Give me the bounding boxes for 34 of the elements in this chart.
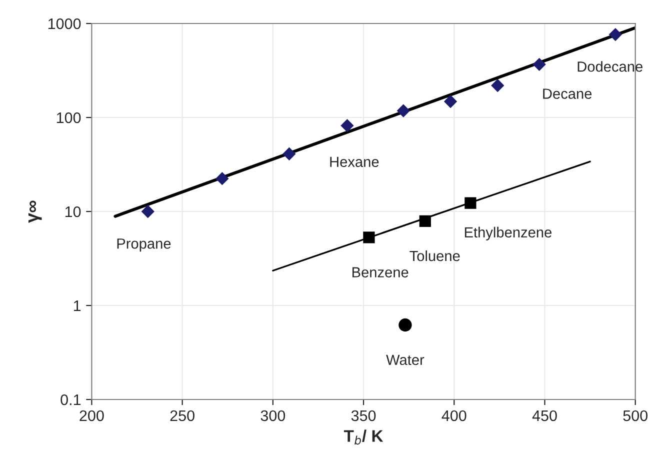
point bbox=[340, 119, 354, 132]
point bbox=[141, 204, 154, 218]
point bbox=[532, 58, 546, 72]
annotation: Water bbox=[386, 354, 424, 366]
x-tick-label: 500 bbox=[623, 410, 648, 422]
point bbox=[398, 318, 412, 332]
point bbox=[363, 232, 375, 244]
y-axis-title: γ∞ bbox=[28, 200, 42, 223]
point bbox=[491, 78, 504, 92]
point bbox=[608, 28, 622, 42]
x-tick-label: 400 bbox=[442, 410, 466, 422]
annotation: Ethylbenzene bbox=[464, 226, 552, 240]
y-tick-label: 10 bbox=[65, 206, 81, 218]
y-tick-label: 1 bbox=[74, 300, 81, 312]
annotation: Hexane bbox=[330, 156, 379, 168]
point bbox=[396, 104, 410, 118]
annotation: Toluene bbox=[410, 250, 460, 262]
annotation: Propane bbox=[117, 238, 171, 252]
x-axis-title: T$_{b}$/ K bbox=[344, 430, 384, 445]
point bbox=[282, 147, 296, 160]
x-tick-label: 450 bbox=[532, 410, 557, 422]
x-tick-label: 250 bbox=[170, 410, 194, 422]
point bbox=[419, 215, 431, 227]
point bbox=[216, 172, 229, 186]
point bbox=[464, 197, 476, 209]
y-tick-label: 0.1 bbox=[60, 394, 81, 406]
x-tick-label: 350 bbox=[351, 410, 376, 422]
y-tick-label: 100 bbox=[56, 112, 81, 124]
x-tick-label: 200 bbox=[80, 410, 104, 422]
annotation: Decane bbox=[543, 88, 592, 99]
annotation: Benzene bbox=[352, 267, 408, 278]
point bbox=[444, 94, 458, 108]
x-tick-label: 300 bbox=[260, 410, 286, 422]
y-tick-label: 1000 bbox=[48, 18, 81, 30]
